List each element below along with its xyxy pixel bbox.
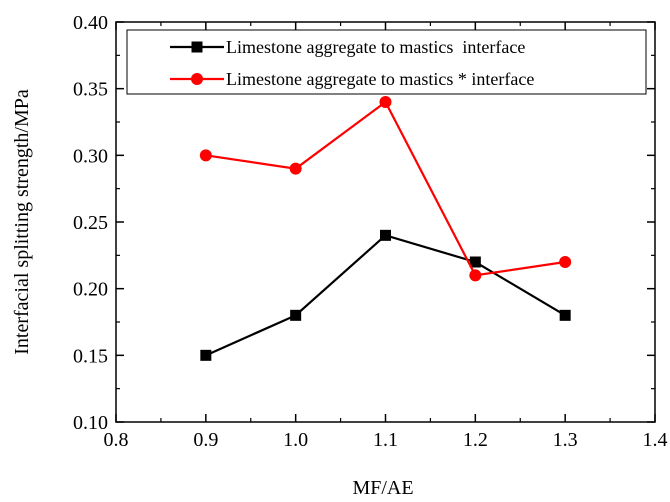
x-tick-label: 1.3 <box>553 429 578 451</box>
y-tick-label: 0.30 <box>73 145 108 167</box>
y-tick-label: 0.10 <box>73 412 108 434</box>
ticks-layer: 0.8 0.9 1.0 1.1 1.2 1.3 1.4 0.10 0.15 0.20 0.25 0.3… <box>73 12 668 451</box>
y-tick-label: 0.15 <box>73 345 108 367</box>
data-point <box>380 229 391 241</box>
series-2 <box>199 96 572 282</box>
y-tick-label: 0.35 <box>73 79 108 101</box>
data-point <box>559 309 571 321</box>
data-point <box>469 269 482 282</box>
legend-label: Limestone aggregate to mastics interface <box>226 37 525 57</box>
legend-item: Limestone aggregate to mastics interface <box>170 37 525 57</box>
y-axis-title: Interfacial splitting strength/MPa <box>11 89 33 355</box>
legend: Limestone aggregate to mastics interface… <box>126 29 647 95</box>
plot-frame <box>115 21 656 423</box>
data-point <box>379 96 392 108</box>
y-axis-title-group: Interfacial splitting strength/MPa <box>11 89 33 355</box>
legend-marker <box>191 73 203 85</box>
x-tick-label: 1.0 <box>283 429 308 451</box>
legend-label: Limestone aggregate to mastics * interfa… <box>226 69 534 89</box>
data-point <box>469 256 481 268</box>
x-tick-label: 1.1 <box>373 429 398 451</box>
data-point <box>200 349 212 361</box>
data-point <box>559 256 572 268</box>
data-point <box>199 149 212 162</box>
y-tick-label: 0.40 <box>73 12 108 34</box>
x-tick-label: 1.2 <box>463 429 488 451</box>
x-tick-label: 1.4 <box>643 429 668 451</box>
x-tick-label: 0.8 <box>104 429 129 451</box>
legend-marker <box>191 41 203 53</box>
y-tick-label: 0.20 <box>73 279 108 301</box>
legend-item: Limestone aggregate to mastics * interfa… <box>170 69 534 89</box>
series-line <box>205 100 566 277</box>
x-axis-title: MF/AE <box>352 477 413 499</box>
x-tick-label: 0.9 <box>193 429 218 451</box>
series-1 <box>200 229 571 361</box>
series-line <box>205 234 566 357</box>
data-point <box>289 162 302 175</box>
series-layer <box>199 96 572 361</box>
legend-box <box>126 29 647 95</box>
data-point <box>290 309 302 321</box>
y-tick-label: 0.25 <box>73 212 108 234</box>
